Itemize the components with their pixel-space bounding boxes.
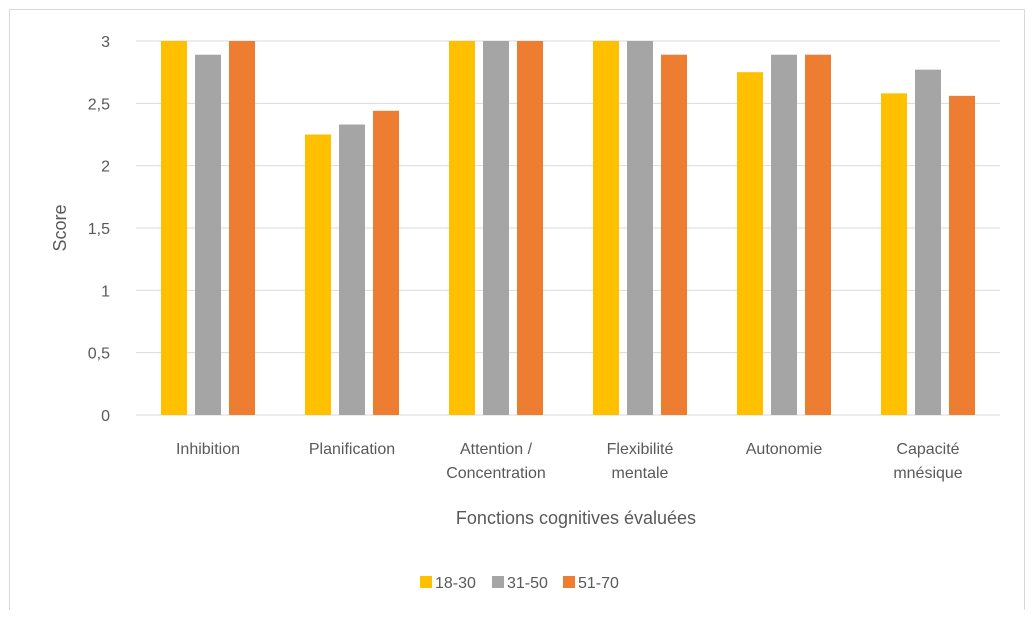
legend-label: 51-70 xyxy=(578,575,619,592)
y-tick-label: 2,5 xyxy=(88,96,110,113)
legend: 18-30 31-50 51-70 xyxy=(420,575,619,592)
x-tick-label: Capacité mnésique xyxy=(893,441,962,482)
bar-51-70 xyxy=(805,54,831,416)
y-tick-label: 1,5 xyxy=(88,221,110,238)
x-tick-labels: Inhibition Planification Attention / Concen… xyxy=(176,441,963,482)
legend-swatch xyxy=(563,576,575,588)
legend-label: 18-30 xyxy=(435,575,476,592)
gridlines xyxy=(136,40,1000,416)
y-tick-labels: 0 0,5 1 1,5 2 2,5 3 xyxy=(88,34,110,425)
x-axis-label: Fonctions cognitives évaluées xyxy=(456,508,696,528)
x-tick-label: Planification xyxy=(309,441,395,458)
legend-label: 31-50 xyxy=(507,575,548,592)
bar-18-30 xyxy=(305,134,331,415)
bar-31-50 xyxy=(627,41,653,415)
bar-31-50 xyxy=(483,41,509,415)
bar-18-30 xyxy=(449,41,475,415)
legend-swatch xyxy=(420,576,432,588)
y-tick-label: 1 xyxy=(101,283,110,300)
chart-frame xyxy=(9,9,1025,610)
bar-18-30 xyxy=(881,93,907,416)
bar-51-70 xyxy=(661,54,687,416)
bar-18-30 xyxy=(737,72,763,416)
bar-31-50 xyxy=(915,69,941,415)
x-tick-label: Inhibition xyxy=(176,441,240,458)
y-tick-label: 0 xyxy=(101,408,110,425)
bar-51-70 xyxy=(373,110,399,416)
y-tick-label: 3 xyxy=(101,34,110,51)
x-tick-label: Autonomie xyxy=(746,441,823,458)
bar-51-70 xyxy=(517,41,543,415)
bar-18-30 xyxy=(161,41,187,415)
bars xyxy=(161,41,975,416)
bar-31-50 xyxy=(339,124,365,415)
y-tick-label: 2 xyxy=(101,159,110,176)
bar-31-50 xyxy=(771,54,797,416)
bar-51-70 xyxy=(949,95,975,415)
legend-swatch xyxy=(492,576,504,588)
bar-18-30 xyxy=(593,41,619,415)
x-tick-label: Attention / Concentration xyxy=(446,441,546,482)
x-tick-label: Flexibilité mentale xyxy=(607,441,674,482)
bar-31-50 xyxy=(195,54,221,416)
bar-51-70 xyxy=(229,41,255,415)
y-tick-label: 0,5 xyxy=(88,346,110,363)
y-axis-label: Score xyxy=(50,204,70,251)
